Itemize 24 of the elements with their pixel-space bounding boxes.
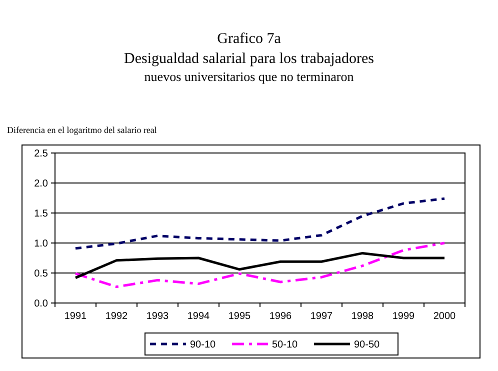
x-tick-label: 1997 (310, 311, 334, 322)
y-tick-label: 2.5 (34, 148, 48, 160)
chart-subtitle: Desigualdad salarial para los trabajadores nuevos universitarios que no terminaron (124, 51, 374, 84)
x-tick-label: 1991 (64, 311, 88, 322)
x-tick-label: 1999 (392, 311, 416, 322)
chart-title: Grafico 7a (217, 31, 282, 47)
line-series (74, 197, 446, 250)
x-tick-label: 1993 (146, 311, 170, 322)
y-tick-label: 1.5 (34, 208, 48, 220)
y-tick-label: 2.0 (34, 178, 48, 190)
x-tick-label: 1996 (269, 311, 292, 322)
legend-label: 90-50 (354, 340, 380, 350)
y-tick-label: 0.5 (34, 268, 48, 280)
x-tick-label: 1995 (228, 311, 252, 322)
y-tick-label: 1.0 (34, 238, 48, 250)
legend-label: 90-10 (190, 340, 216, 350)
legend-label: 50-10 (272, 340, 298, 350)
x-tick-label: 1998 (351, 311, 374, 322)
line-series (74, 242, 446, 288)
x-tick-label: 1994 (187, 311, 210, 322)
y-axis-title: Diferencia en el logaritmo del salario real (7, 125, 158, 135)
x-tick-label: 1992 (105, 311, 128, 322)
x-tick-label: 2000 (433, 311, 456, 322)
y-tick-label: 0.0 (34, 298, 48, 310)
